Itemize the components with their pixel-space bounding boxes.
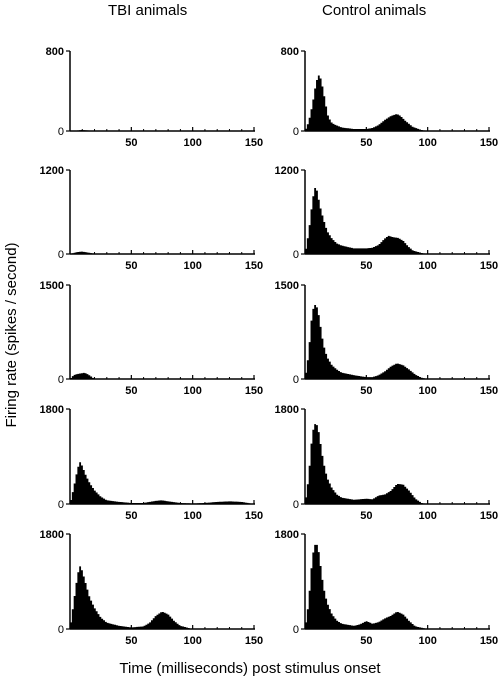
y-tick-label: 1500 — [40, 280, 64, 292]
x-tick-label: 100 — [183, 635, 201, 647]
histogram-area — [70, 372, 254, 379]
y-tick-label: 800 — [46, 46, 64, 58]
x-tick-label: 150 — [245, 137, 263, 149]
y-tick-label: 1800 — [275, 529, 299, 541]
y-tick-label: 800 — [281, 46, 299, 58]
x-tick-label: 50 — [360, 385, 372, 397]
y-tick-label: 0 — [58, 126, 64, 138]
y-tick-label: 0 — [293, 249, 299, 261]
x-tick-label: 100 — [418, 385, 436, 397]
y-tick-label: 0 — [58, 499, 64, 511]
y-tick-label: 0 — [293, 374, 299, 386]
y-axis-label: Firing rate (spikes / second) — [3, 242, 20, 427]
x-tick-label: 100 — [418, 510, 436, 522]
x-tick-label: 150 — [245, 260, 263, 272]
y-tick-label: 0 — [58, 374, 64, 386]
y-tick-label: 0 — [293, 624, 299, 636]
histogram-panel-8: 0 1800 50 100 150 — [275, 404, 499, 522]
histogram-panel-3: 0 1200 50 100 150 — [40, 165, 264, 272]
x-tick-label: 100 — [183, 260, 201, 272]
histogram-area — [305, 304, 489, 379]
x-tick-label: 50 — [360, 635, 372, 647]
x-tick-label: 50 — [360, 260, 372, 272]
x-tick-label: 100 — [418, 260, 436, 272]
histogram-panel-5: 0 1500 50 100 150 — [40, 280, 264, 397]
x-tick-label: 150 — [480, 635, 498, 647]
y-tick-label: 0 — [58, 624, 64, 636]
column-title-control: Control animals — [322, 2, 427, 19]
y-tick-label: 1800 — [275, 404, 299, 416]
x-tick-label: 100 — [418, 635, 436, 647]
x-tick-label: 150 — [245, 385, 263, 397]
x-tick-label: 150 — [245, 510, 263, 522]
x-tick-label: 100 — [418, 137, 436, 149]
histogram-panel-10: 0 1800 50 100 150 — [275, 529, 499, 647]
y-tick-label: 0 — [58, 249, 64, 261]
column-title-tbi: TBI animals — [108, 2, 188, 19]
histogram-panel-2: 0 800 50 100 150 — [281, 46, 499, 149]
x-axis-label: Time (milliseconds) post stimulus onset — [119, 660, 381, 677]
histogram-panel-4: 0 1200 50 100 150 — [275, 165, 499, 272]
x-tick-label: 50 — [125, 137, 137, 149]
histogram-area — [70, 566, 254, 629]
histogram-panel-7: 0 1800 50 100 150 — [40, 404, 264, 522]
x-tick-label: 50 — [360, 510, 372, 522]
x-tick-label: 50 — [125, 635, 137, 647]
histogram-area — [305, 544, 489, 629]
histogram-area — [305, 424, 489, 504]
x-tick-label: 100 — [183, 385, 201, 397]
y-tick-label: 1200 — [275, 165, 299, 177]
y-tick-label: 0 — [293, 499, 299, 511]
y-axis-label-text: Firing rate (spikes / second) — [3, 242, 20, 427]
histogram-panel-9: 0 1800 50 100 150 — [40, 529, 264, 647]
x-tick-label: 50 — [125, 510, 137, 522]
histogram-area — [305, 75, 489, 131]
y-tick-label: 1800 — [40, 529, 64, 541]
x-tick-label: 150 — [480, 260, 498, 272]
x-tick-label: 150 — [480, 510, 498, 522]
x-tick-label: 100 — [183, 137, 201, 149]
y-tick-label: 1200 — [40, 165, 64, 177]
x-tick-label: 150 — [480, 385, 498, 397]
histogram-area — [305, 187, 489, 254]
histogram-panel-1: 0 800 50 100 150 — [46, 46, 264, 149]
y-tick-label: 0 — [293, 126, 299, 138]
x-tick-label: 50 — [360, 137, 372, 149]
x-tick-label: 150 — [480, 137, 498, 149]
y-tick-label: 1500 — [275, 280, 299, 292]
x-tick-label: 50 — [125, 260, 137, 272]
histogram-panel-6: 0 1500 50 100 150 — [275, 280, 499, 397]
x-tick-label: 100 — [183, 510, 201, 522]
x-tick-label: 50 — [125, 385, 137, 397]
x-tick-label: 150 — [245, 635, 263, 647]
histogram-area — [70, 462, 254, 504]
y-tick-label: 1800 — [40, 404, 64, 416]
